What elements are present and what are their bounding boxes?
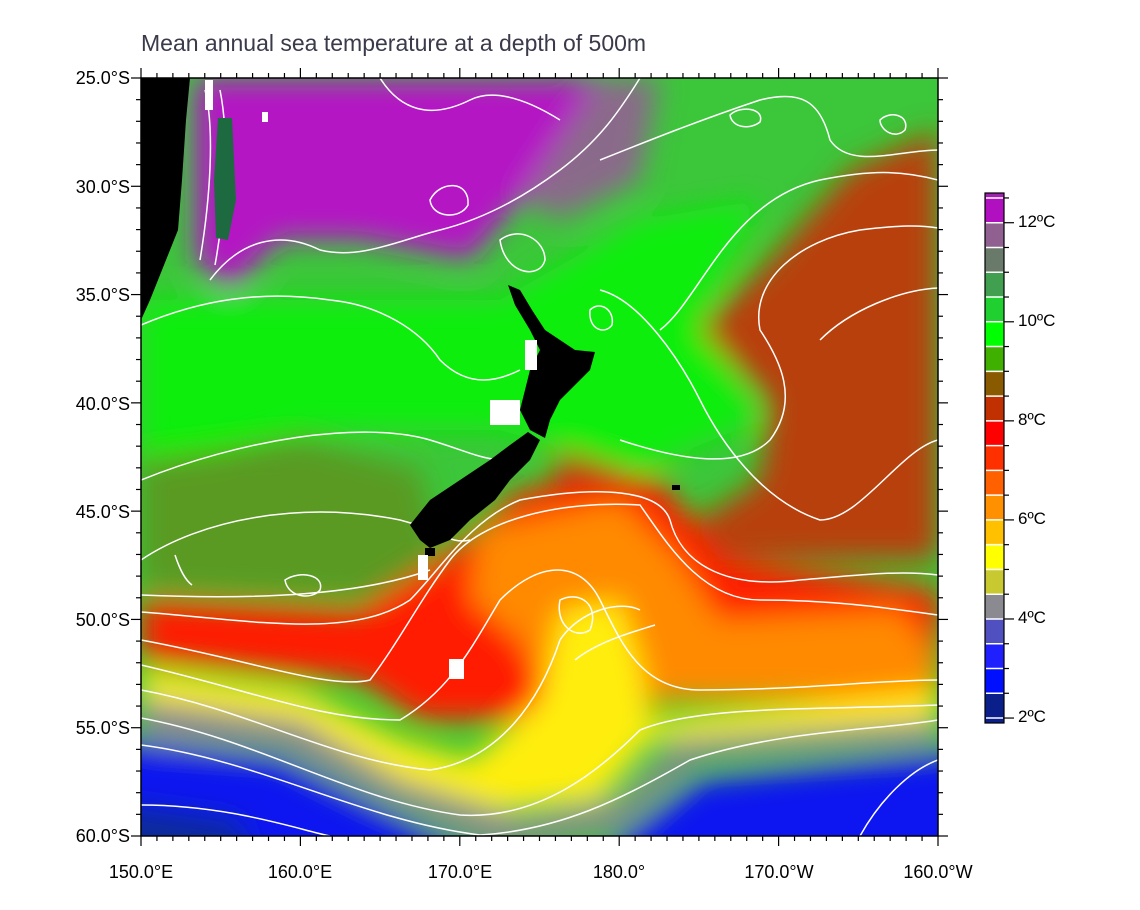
missing-data-cells xyxy=(205,80,537,679)
colorbar-cell xyxy=(985,495,1004,520)
warm-purple-region xyxy=(195,78,600,290)
colorbar-cell xyxy=(985,519,1004,545)
purple-grey-region xyxy=(520,78,660,220)
y-tick-label: 35.0°S xyxy=(75,285,130,305)
colorbar-label: 10ºC xyxy=(1018,311,1056,330)
x-tick-label: 180.0° xyxy=(592,862,646,882)
colorbar-cell xyxy=(985,594,1004,619)
colorbar-label: 6ºC xyxy=(1018,509,1046,528)
y-tick-label: 30.0°S xyxy=(75,177,130,197)
chatham-islands xyxy=(672,485,680,490)
x-tick-label: 160.0°E xyxy=(267,862,333,882)
x-tick-label: 160.0°W xyxy=(903,862,973,882)
colorbar-label: 8ºC xyxy=(1018,410,1046,429)
north-island xyxy=(508,285,595,438)
australia-coast xyxy=(141,78,190,320)
axis-ticks xyxy=(131,68,948,846)
x-tick-label: 170.0°E xyxy=(427,862,493,882)
y-tick-label: 45.0°S xyxy=(75,502,130,522)
bright-green-band xyxy=(141,200,760,470)
temperature-field xyxy=(141,78,938,836)
colorbar-cell xyxy=(985,470,1004,496)
dark-blue-corner xyxy=(141,805,246,836)
colorbar xyxy=(984,147,1014,724)
colorbar-cell xyxy=(985,618,1004,644)
colorbar-cell xyxy=(985,668,1004,694)
colorbar-cell xyxy=(985,193,1004,198)
colorbar-label: 2ºC xyxy=(1018,707,1046,726)
grey-band xyxy=(141,700,938,836)
x-tick-label: 170.0°W xyxy=(744,862,814,882)
y-tick-label: 60.0°S xyxy=(75,826,130,846)
colorbar-cell xyxy=(985,420,1004,446)
colorbar-cell xyxy=(985,222,1004,248)
y-tick-label: 40.0°S xyxy=(75,394,130,414)
y-tick-label: 55.0°S xyxy=(75,718,130,738)
landmass xyxy=(141,78,680,556)
colorbar-cell xyxy=(985,272,1004,298)
colorbar-cell xyxy=(985,544,1004,570)
colorbar-cell xyxy=(985,396,1004,421)
colorbar-cell xyxy=(985,346,1004,372)
olive-sw-region xyxy=(141,440,440,600)
colorbar-cell xyxy=(985,569,1004,595)
colorbar-cell xyxy=(985,371,1004,397)
colorbar-label: 4ºC xyxy=(1018,608,1046,627)
blue-south-region xyxy=(141,744,938,836)
brown-east-region xyxy=(540,130,938,560)
colorbar-cell xyxy=(985,297,1004,322)
colorbar-label: 12ºC xyxy=(1018,212,1056,231)
map-title: Mean annual sea temperature at a depth o… xyxy=(141,30,647,56)
y-tick-label: 50.0°S xyxy=(75,610,130,630)
colorbar-cell xyxy=(985,643,1004,669)
stewart-island xyxy=(425,548,435,556)
colorbar-cell xyxy=(985,693,1004,723)
colorbar-cell xyxy=(985,247,1004,273)
colorbar-cell xyxy=(985,197,1004,223)
colorbar-cell xyxy=(985,321,1004,347)
y-tick-label: 25.0°S xyxy=(75,68,130,88)
colorbar-cell xyxy=(985,445,1004,471)
dark-green-ridge xyxy=(214,118,236,240)
yellow-band xyxy=(141,600,938,810)
x-tick-label: 150.0°E xyxy=(108,862,174,882)
south-island xyxy=(410,432,540,548)
